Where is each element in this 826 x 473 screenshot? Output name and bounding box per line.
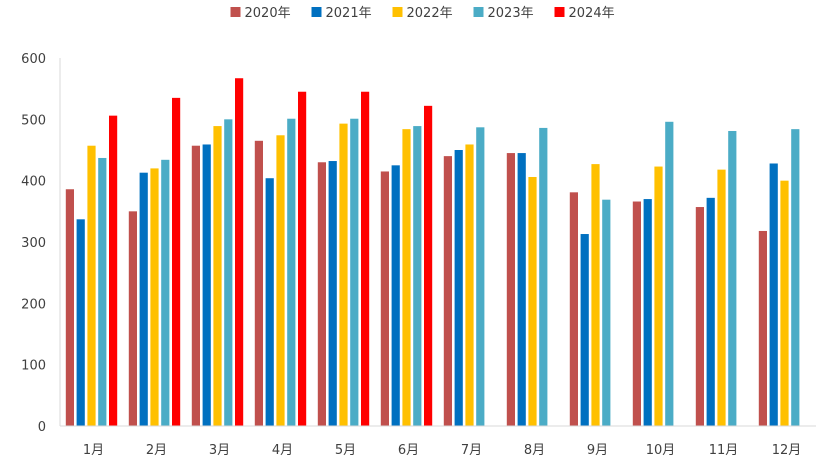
bar-2020年-5月 <box>317 162 326 426</box>
bar-2022年-11月 <box>717 169 726 426</box>
bar-2024年-2月 <box>172 97 181 427</box>
legend: 2020年 2021年 2022年 2023年 2024年 <box>230 6 615 21</box>
legend-swatch <box>311 7 322 17</box>
bar-2020年-8月 <box>506 153 515 426</box>
bar-2024年-3月 <box>235 78 244 427</box>
y-tick-label: 300 <box>21 236 46 251</box>
x-tick-label: 1月 <box>83 443 104 458</box>
legend-label: 2022年 <box>407 6 453 21</box>
x-tick-label: 4月 <box>272 443 293 458</box>
bar-2022年-7月 <box>465 144 474 427</box>
bar-2021年-6月 <box>391 165 400 426</box>
bar-2023年-4月 <box>287 118 296 426</box>
bar-2022年-1月 <box>87 145 96 426</box>
bar-2021年-10月 <box>643 199 652 426</box>
bar-2023年-1月 <box>98 157 107 426</box>
bar-2023年-9月 <box>602 199 611 426</box>
x-tick-label: 11月 <box>709 443 739 458</box>
bar-2022年-4月 <box>276 135 285 426</box>
bar-2023年-6月 <box>413 126 422 426</box>
bar-2024年-6月 <box>424 105 433 426</box>
bar-2020年-10月 <box>632 201 641 426</box>
bar-2021年-11月 <box>706 197 715 426</box>
bar-2021年-9月 <box>580 234 589 426</box>
y-tick-label: 600 <box>21 52 46 67</box>
legend-label: 2023年 <box>488 6 534 21</box>
legend-swatch <box>230 7 241 17</box>
x-tick-label: 12月 <box>772 443 802 458</box>
bar-2022年-3月 <box>213 126 222 426</box>
legend-label: 2020年 <box>245 6 291 21</box>
bar-2023年-3月 <box>224 119 233 426</box>
y-tick-label: 0 <box>38 420 46 435</box>
bar-2022年-9月 <box>591 164 600 427</box>
bar-2024年-5月 <box>361 91 370 426</box>
bar-2023年-2月 <box>161 159 170 426</box>
y-tick-label: 200 <box>21 297 46 312</box>
bar-2021年-8月 <box>517 153 526 426</box>
bar-2023年-11月 <box>728 130 737 427</box>
x-tick-label: 5月 <box>335 443 356 458</box>
bar-2023年-12月 <box>791 129 800 426</box>
bar-2024年-4月 <box>298 91 307 426</box>
y-tick-label: 100 <box>21 359 46 374</box>
bar-2020年-11月 <box>695 207 704 426</box>
bar-2021年-2月 <box>139 172 148 426</box>
bar-2020年-12月 <box>758 230 767 426</box>
x-tick-label: 3月 <box>209 443 230 458</box>
legend-swatch <box>392 7 403 17</box>
x-axis: 1月 2月 3月 4月 5月 6月 7月 8月 9月 10月 11月 12月 <box>60 425 816 458</box>
bar-2022年-6月 <box>402 129 411 426</box>
bar-2020年-1月 <box>65 189 74 426</box>
bar-2024年-1月 <box>109 115 118 427</box>
bar-2023年-5月 <box>350 118 359 426</box>
bar-2020年-7月 <box>443 156 452 426</box>
bar-2020年-6月 <box>380 171 389 426</box>
bar-2022年-2月 <box>150 168 159 426</box>
x-tick-label: 8月 <box>524 443 545 458</box>
bar-2022年-12月 <box>780 180 789 426</box>
bars <box>65 78 800 427</box>
legend-swatch <box>554 7 565 17</box>
x-tick-label: 10月 <box>646 443 676 458</box>
bar-2021年-4月 <box>265 178 274 426</box>
bar-2023年-10月 <box>665 121 674 426</box>
bar-2023年-7月 <box>476 127 485 426</box>
bar-2021年-1月 <box>76 219 85 426</box>
x-tick-label: 6月 <box>398 443 419 458</box>
bar-2020年-4月 <box>254 140 263 427</box>
bar-2021年-12月 <box>769 163 778 427</box>
x-tick-label: 2月 <box>146 443 167 458</box>
bar-2021年-3月 <box>202 144 211 427</box>
y-tick-label: 400 <box>21 175 46 190</box>
bar-2023年-8月 <box>539 127 548 427</box>
legend-label: 2021年 <box>326 6 372 21</box>
y-axis: 0 100 200 300 400 500 600 <box>21 52 61 435</box>
legend-swatch <box>473 7 484 17</box>
bar-2022年-5月 <box>339 123 348 426</box>
bar-2020年-3月 <box>191 145 200 426</box>
bar-2022年-10月 <box>654 166 663 426</box>
bar-2021年-5月 <box>328 161 337 427</box>
bar-2020年-9月 <box>569 192 578 426</box>
bar-2022年-8月 <box>528 176 537 426</box>
y-tick-label: 500 <box>21 113 46 128</box>
x-tick-label: 7月 <box>461 443 482 458</box>
bar-2020年-2月 <box>128 211 137 426</box>
legend-label: 2024年 <box>569 6 615 21</box>
x-tick-label: 9月 <box>587 443 608 458</box>
bar-2021年-7月 <box>454 150 463 426</box>
